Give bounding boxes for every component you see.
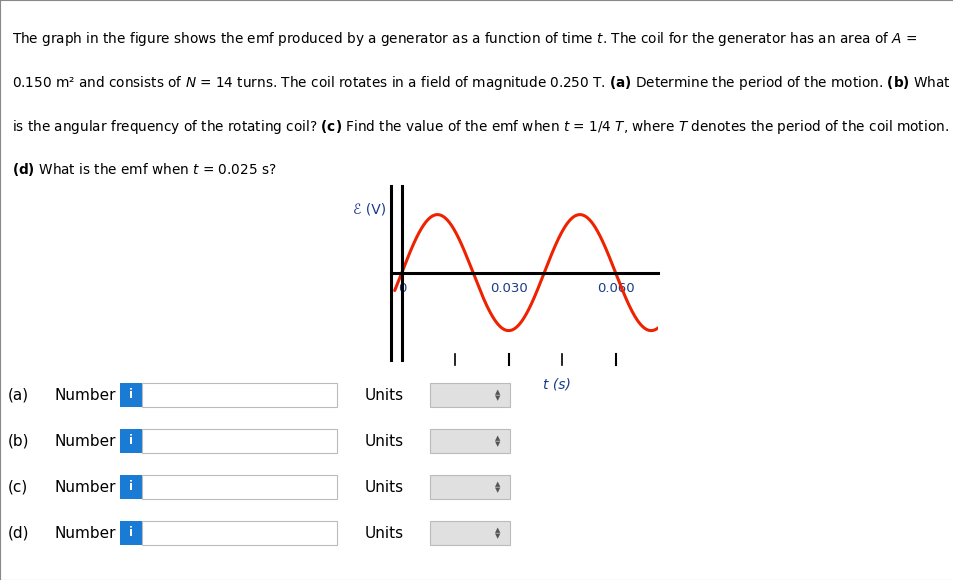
X-axis label: t (s): t (s) [542,377,570,391]
Text: 0.150 m² and consists of $N$ = 14 turns. The coil rotates in a field of magnitud: 0.150 m² and consists of $N$ = 14 turns.… [12,74,950,92]
Bar [430,383,510,407]
Text: The graph in the figure shows the emf produced by a generator as a function of t: The graph in the figure shows the emf pr… [12,30,917,48]
Text: Units: Units [365,525,404,541]
Text: ▲: ▲ [495,389,500,395]
Bar [142,521,336,545]
Text: ▼: ▼ [495,533,500,539]
Text: i: i [129,389,132,401]
Bar [120,521,142,545]
Bar [120,475,142,499]
Bar [430,429,510,453]
Text: (d): (d) [8,525,30,541]
Text: i: i [129,434,132,448]
Text: ▲: ▲ [495,435,500,441]
Text: $\bf{(d)}$ What is the emf when $t$ = 0.025 s?: $\bf{(d)}$ What is the emf when $t$ = 0.… [12,161,276,179]
Bar [142,429,336,453]
Text: Number: Number [55,480,116,495]
Text: ▼: ▼ [495,395,500,401]
Bar [142,383,336,407]
Text: (a): (a) [8,387,30,403]
Text: Number: Number [55,433,116,448]
Bar [430,475,510,499]
Text: (b): (b) [8,433,30,448]
Text: Number: Number [55,525,116,541]
Text: Units: Units [365,433,404,448]
Text: i: i [129,480,132,494]
Text: ▼: ▼ [495,487,500,493]
Text: is the angular frequency of the rotating coil? $\bf{(c)}$ Find the value of the : is the angular frequency of the rotating… [12,118,948,136]
Text: Number: Number [55,387,116,403]
Bar [142,475,336,499]
Bar [120,429,142,453]
Text: Units: Units [365,480,404,495]
Text: (c): (c) [8,480,29,495]
Text: ▲: ▲ [495,527,500,533]
Y-axis label: ℰ (V): ℰ (V) [353,203,386,217]
Text: Units: Units [365,387,404,403]
Text: ▼: ▼ [495,441,500,447]
Text: ▲: ▲ [495,481,500,487]
Bar [120,383,142,407]
Text: i: i [129,527,132,539]
Bar [430,521,510,545]
